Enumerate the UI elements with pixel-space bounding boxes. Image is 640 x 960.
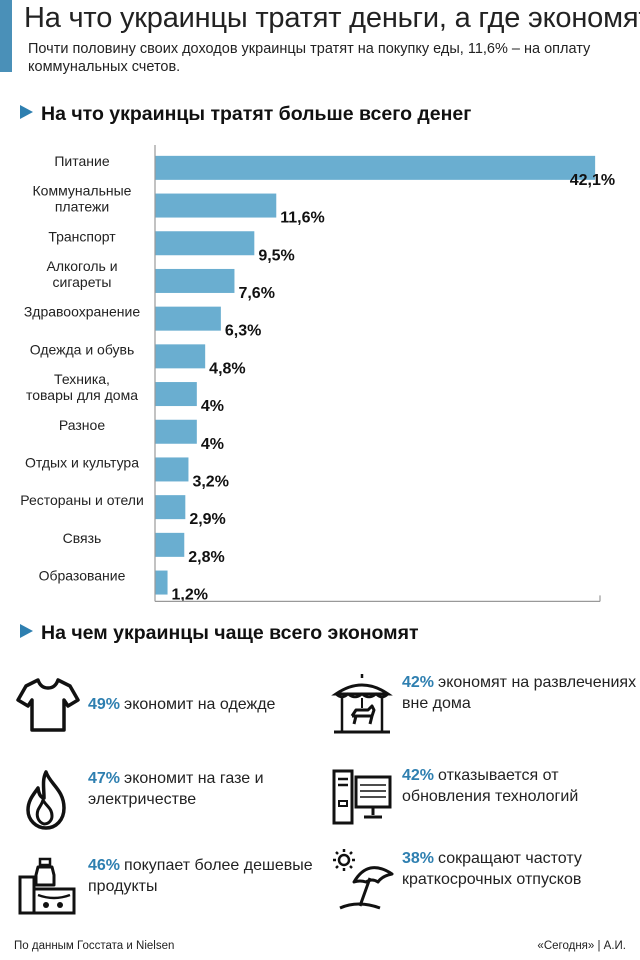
tshirt-icon: [16, 678, 80, 732]
saving-percent: 38%: [402, 850, 435, 867]
saving-text: экономят на развлечениях вне дома: [402, 674, 637, 712]
saving-text: сокращают частоту краткосрочных отпусков: [402, 850, 582, 888]
bar-value-label: 4%: [201, 398, 224, 415]
triangle-marker-icon: [20, 624, 33, 638]
bar: [155, 570, 168, 595]
bar-value-label: 7,6%: [238, 285, 274, 302]
bar-value-label: 2,8%: [188, 549, 224, 566]
category-label: Связь: [63, 530, 102, 546]
flame-icon: [26, 770, 66, 830]
spending-section-title-text: На что украинцы тратят больше всего дене…: [41, 103, 472, 125]
spending-section-title: На что украинцы тратят больше всего дене…: [20, 103, 471, 126]
saving-text: экономит на газе и электричестве: [88, 770, 264, 808]
bar: [155, 231, 255, 256]
bar-value-label: 2,9%: [189, 511, 225, 528]
saving-text-block: 38% сокращают частоту краткосрочных отпус…: [402, 848, 640, 890]
category-label: Отдых и культура: [25, 454, 139, 470]
bar-value-label: 3,2%: [192, 473, 228, 490]
bar-value-label: 4,8%: [209, 360, 245, 377]
bar: [155, 419, 197, 444]
bar-value-label: 1,2%: [172, 587, 208, 604]
bar: [155, 457, 189, 482]
source-note: По данным Госстата и Nielsen: [14, 940, 175, 952]
bar-value-label: 6,3%: [225, 323, 261, 340]
saving-percent: 42%: [402, 767, 435, 784]
bar: [155, 193, 277, 218]
saving-text: экономит на одежде: [124, 696, 276, 713]
credit-note: «Сегодня» | А.И.: [537, 940, 626, 952]
spending-bar-chart: 42,1% Питание 11,6% Коммунальные платежи 9,5%…: [20, 145, 615, 604]
bar: [155, 155, 596, 180]
saving-percent: 49%: [88, 696, 121, 713]
category-label: Рестораны и отели: [20, 492, 144, 508]
beach-umbrella-icon: [333, 849, 394, 910]
category-label: Коммунальные платежи: [33, 183, 132, 215]
saving-section-title-text: На чем украинцы чаще всего экономят: [41, 622, 419, 644]
computer-icon: [332, 769, 392, 825]
category-label: Образование: [39, 568, 126, 584]
saving-text-block: 47% экономит на газе и электричестве: [88, 768, 328, 810]
saving-percent: 46%: [88, 857, 121, 874]
page-title: На что украинцы тратят деньги, а где эко…: [24, 2, 640, 34]
category-label: Транспорт: [48, 228, 116, 244]
bar: [155, 382, 197, 407]
groceries-icon: [18, 857, 76, 915]
bar-value-label: 11,6%: [280, 210, 324, 227]
header-accent-bar: [0, 0, 12, 72]
saving-text-block: 46% покупает более дешевые продукты: [88, 855, 328, 897]
bar-value-label: 9,5%: [258, 247, 294, 264]
category-label: Техника, товары для дома: [26, 371, 138, 403]
bar: [155, 268, 235, 293]
bar-value-label: 42,1%: [570, 172, 615, 189]
saving-percent: 47%: [88, 770, 121, 787]
bar: [155, 532, 185, 557]
page-subtitle: Почти половину своих доходов украинцы тр…: [28, 41, 591, 75]
category-label: Одежда и обувь: [30, 341, 135, 357]
category-label: Здравоохранение: [24, 304, 141, 320]
category-label: Алкоголь и сигареты: [46, 258, 117, 290]
bar: [155, 306, 221, 331]
saving-text: покупает более дешевые продукты: [88, 857, 313, 895]
carousel-icon: [331, 674, 393, 734]
bar-value-label: 4%: [201, 436, 224, 453]
category-label: Питание: [54, 153, 109, 169]
saving-section-title: На чем украинцы чаще всего экономят: [20, 622, 419, 645]
saving-percent: 42%: [402, 674, 435, 691]
saving-text-block: 42% экономят на развлечениях вне дома: [402, 672, 640, 714]
triangle-marker-icon: [20, 105, 33, 119]
saving-text-block: 42% отказывается от обновления технологий: [402, 765, 640, 807]
saving-text: отказывается от обновления технологий: [402, 767, 579, 805]
bar: [155, 344, 206, 369]
bar: [155, 495, 186, 520]
category-label: Разное: [59, 417, 105, 433]
